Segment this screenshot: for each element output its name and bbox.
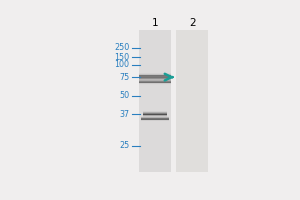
Bar xyxy=(139,30,171,172)
Bar xyxy=(139,81,171,82)
Bar xyxy=(139,75,171,76)
Text: 75: 75 xyxy=(119,73,129,82)
Text: 1: 1 xyxy=(152,18,158,28)
Text: 25: 25 xyxy=(119,141,129,150)
Text: 37: 37 xyxy=(119,110,129,119)
Text: 2: 2 xyxy=(189,18,195,28)
Text: 150: 150 xyxy=(114,53,129,62)
Text: 50: 50 xyxy=(119,91,129,100)
Text: 100: 100 xyxy=(114,60,129,69)
Bar xyxy=(139,75,171,76)
Bar xyxy=(139,73,171,74)
Bar xyxy=(139,79,171,80)
Bar xyxy=(139,77,171,78)
Bar xyxy=(139,78,171,79)
Bar xyxy=(176,30,208,172)
Text: 250: 250 xyxy=(114,43,129,52)
Bar xyxy=(139,74,171,75)
Bar xyxy=(139,76,171,77)
Bar xyxy=(139,80,171,81)
